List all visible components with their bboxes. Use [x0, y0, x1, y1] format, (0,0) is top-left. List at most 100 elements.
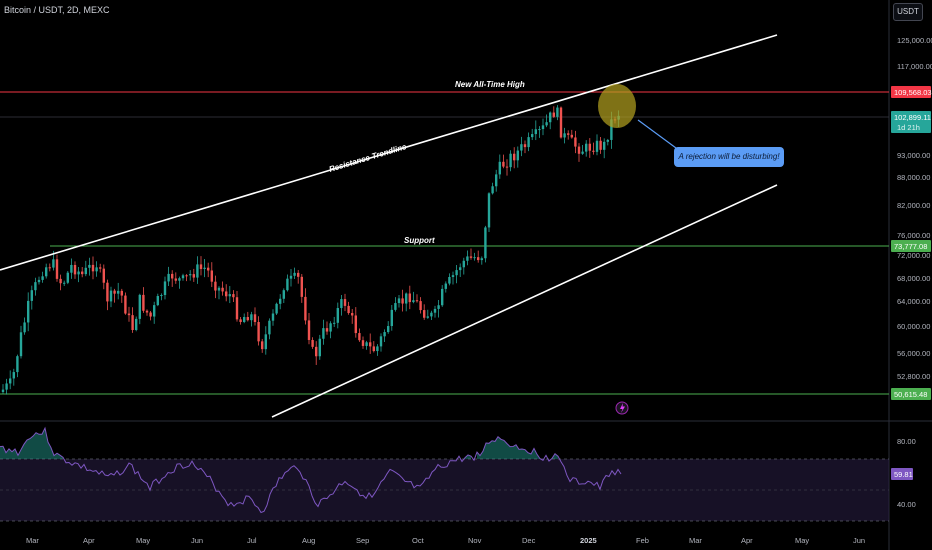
candle-body [387, 326, 390, 333]
svg-text:73,777.08: 73,777.08 [894, 242, 927, 251]
x-tick-label: Apr [83, 536, 95, 545]
candle-body [581, 151, 584, 154]
candle-body [91, 264, 95, 272]
candle-body [408, 293, 411, 303]
candle-body [264, 334, 267, 350]
candle-body [289, 275, 293, 279]
candle-body [577, 146, 581, 154]
candle-body [361, 340, 365, 346]
candle-body [419, 301, 422, 311]
candle-body [495, 174, 498, 187]
candle-body [437, 305, 440, 309]
candle-body [336, 308, 339, 323]
candle-body [502, 161, 505, 167]
candle-body [246, 317, 249, 321]
x-tick-label: Mar [26, 536, 39, 545]
y-tick-label: 64,000.00 [897, 297, 930, 306]
y-tick-label: 88,000.00 [897, 173, 930, 182]
candle-body [178, 278, 181, 281]
candle-body [214, 281, 217, 291]
candle-body [448, 276, 451, 284]
candle-body [9, 378, 12, 384]
candle-body [282, 290, 285, 299]
candle-body [156, 296, 159, 306]
candle-body [351, 313, 354, 316]
candle-body [433, 308, 437, 313]
candle-body [491, 186, 494, 194]
candle-body [250, 314, 253, 321]
bottom-price-tag: 50,615.48 [891, 388, 931, 400]
candle-body [570, 134, 573, 138]
symbol-title[interactable]: Bitcoin / USDT, 2D, MEXC [4, 5, 110, 15]
candle-body [603, 141, 606, 150]
candle-body [81, 271, 84, 275]
candle-body [142, 294, 145, 311]
candle-body [444, 283, 447, 289]
candle-body [505, 166, 509, 168]
y-tick-label: 82,000.00 [897, 201, 930, 210]
candle-body [171, 273, 174, 279]
candle-body [261, 341, 264, 350]
candles [1, 105, 620, 395]
candle-body [415, 300, 419, 302]
candle-body [487, 193, 491, 228]
candle-body [19, 332, 23, 357]
candle-body [426, 316, 429, 318]
candle-body [185, 275, 188, 277]
resistance-trendline [0, 34, 778, 271]
candle-body [559, 107, 563, 138]
candle-body [412, 300, 415, 303]
candle-body [527, 137, 530, 148]
flash-icon[interactable] [615, 401, 629, 415]
svg-text:1d 21h: 1d 21h [897, 123, 920, 132]
currency-selector[interactable]: USDT [893, 3, 923, 21]
ath-annotation: New All-Time High [455, 80, 525, 89]
callout-pointer [637, 119, 677, 149]
svg-text:50,615.48: 50,615.48 [894, 390, 927, 399]
candle-body [531, 134, 534, 138]
candle-body [243, 317, 246, 322]
candle-body [135, 318, 138, 330]
candle-body [390, 309, 393, 327]
candle-body [372, 346, 375, 352]
candle-body [45, 267, 48, 277]
candle-body [34, 282, 37, 291]
candle-body [574, 137, 577, 147]
candle-body [27, 300, 30, 323]
candle-body [117, 290, 120, 294]
candle-body [379, 336, 383, 347]
candle-body [451, 275, 455, 277]
candle-body [23, 322, 26, 333]
candle-body [606, 139, 609, 142]
candle-body [315, 346, 318, 357]
candle-body [592, 150, 595, 152]
candle-body [271, 313, 275, 321]
candle-body [307, 320, 311, 340]
candle-body [567, 133, 570, 135]
candle-body [300, 276, 303, 297]
candle-body [311, 339, 314, 347]
x-tick-label: Dec [522, 536, 536, 545]
candle-body [534, 129, 537, 135]
candle-body [153, 305, 156, 317]
candle-body [66, 272, 69, 283]
candle-body [423, 310, 426, 318]
candle-body [599, 140, 602, 150]
candle-body [138, 294, 141, 319]
svg-text:109,568.03: 109,568.03 [894, 88, 932, 97]
rsi-overbought-fill [477, 436, 540, 459]
candle-body [257, 322, 260, 342]
candle-body [405, 293, 408, 304]
candle-body [516, 150, 519, 161]
candle-body [196, 264, 199, 278]
candle-body [174, 278, 177, 281]
candle-body [235, 297, 239, 320]
candle-body [30, 290, 33, 301]
candle-body [127, 313, 131, 316]
candle-body [113, 290, 116, 294]
y-tick-label: 60,000.00 [897, 322, 930, 331]
y-tick-label: 76,000.00 [897, 231, 930, 240]
candle-body [304, 296, 307, 321]
candle-body [441, 288, 444, 306]
